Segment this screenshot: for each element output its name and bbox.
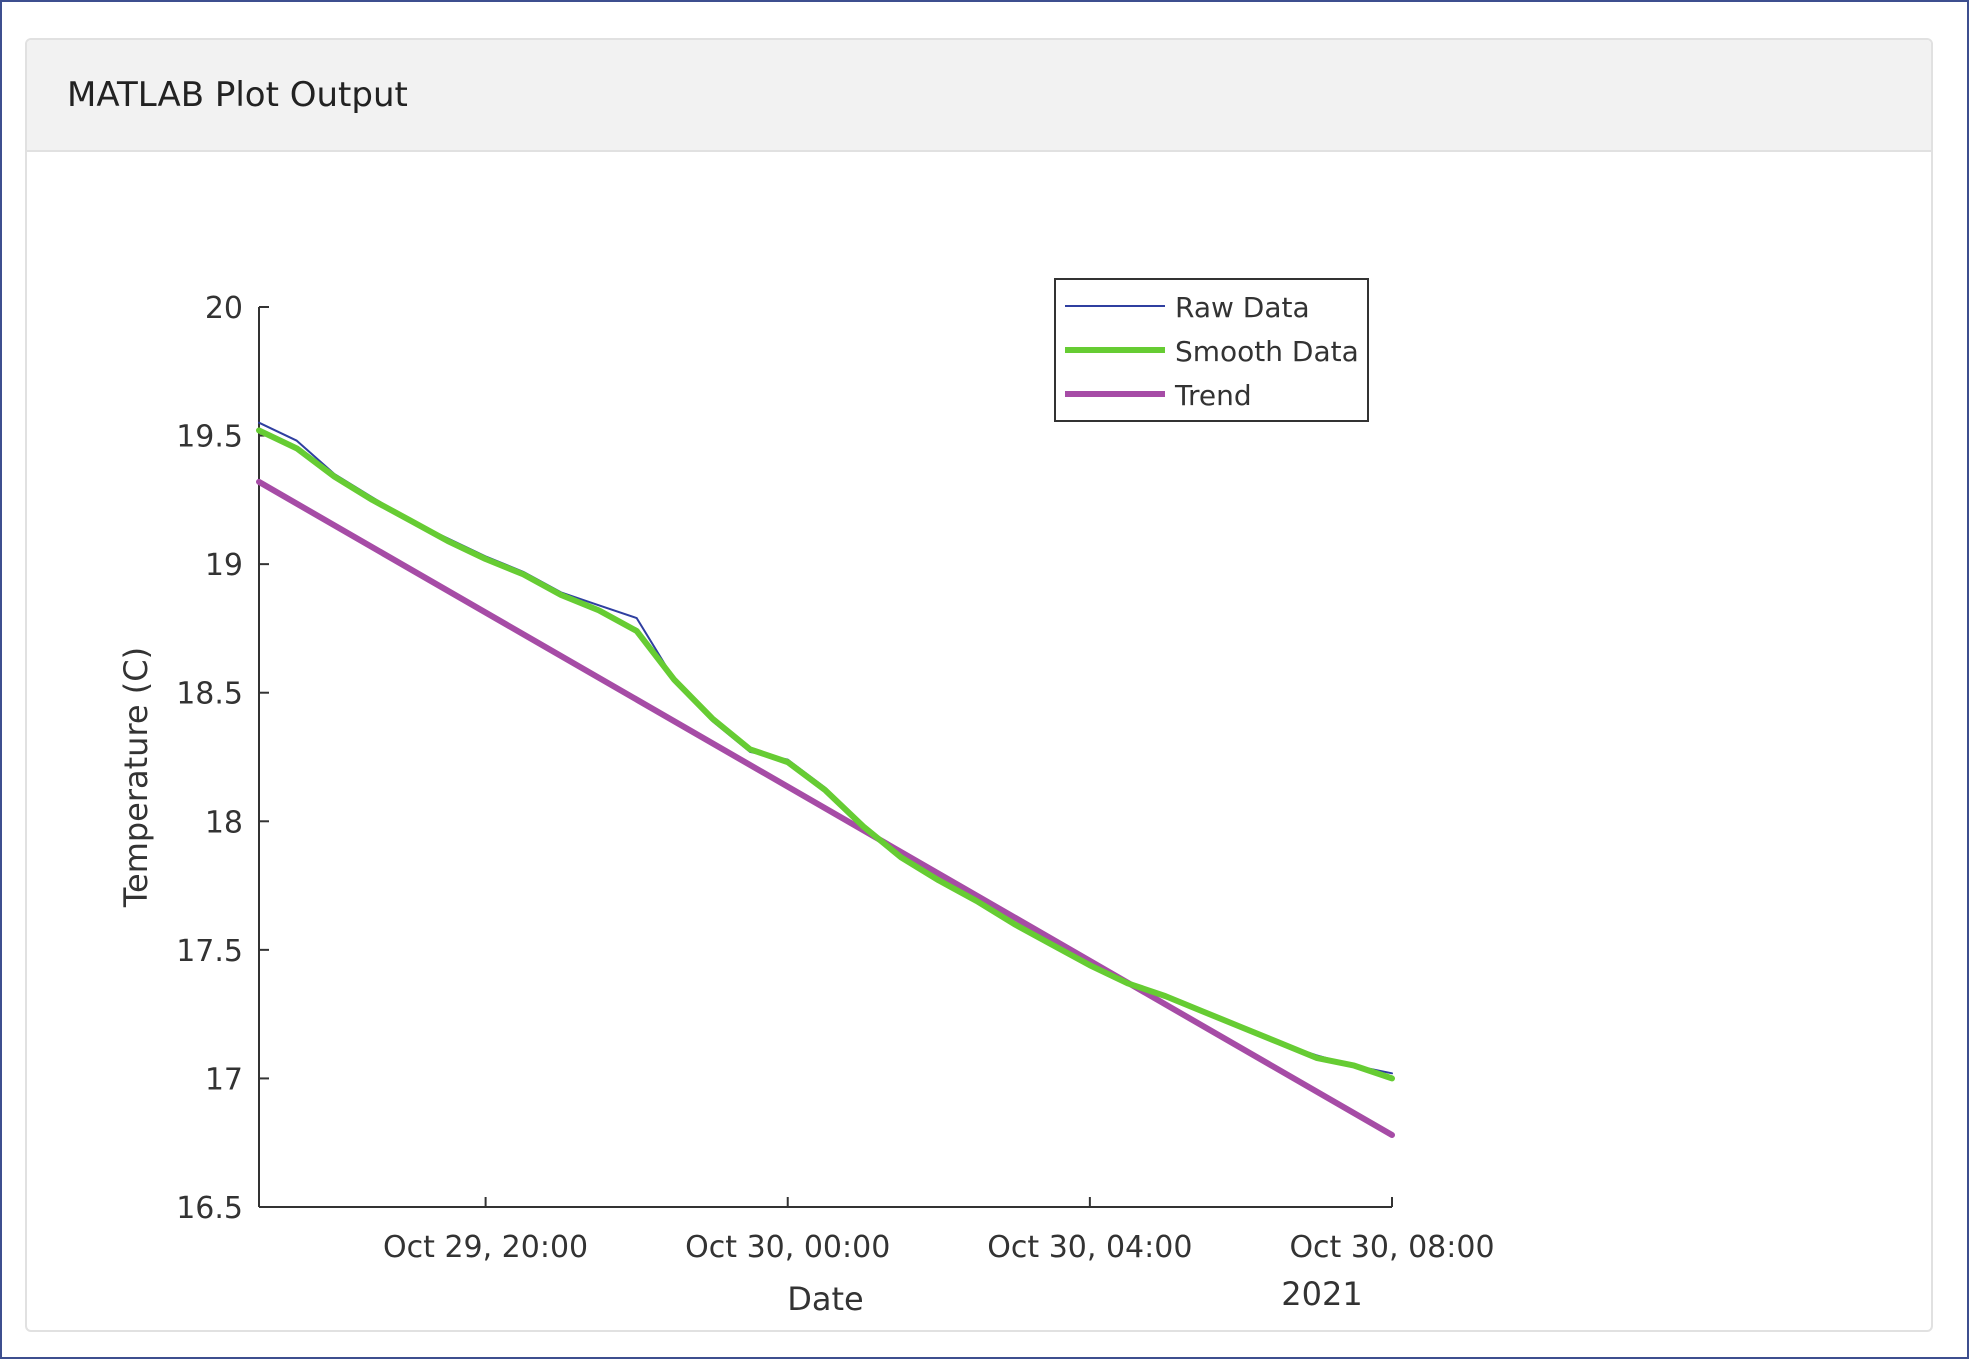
y-axis-label: Temperature (C) (117, 647, 155, 908)
x-axis-year-label: 2021 (1281, 1275, 1362, 1313)
x-tick-label: Oct 30, 04:00 (987, 1230, 1192, 1265)
y-tick-label: 19 (205, 548, 243, 583)
x-tick-label: Oct 29, 20:00 (383, 1230, 588, 1265)
y-tick-label: 20 (205, 291, 243, 326)
legend-label: Smooth Data (1175, 335, 1359, 368)
series-line-smooth-data (256, 427, 1395, 1082)
plot-panel: MATLAB Plot Output 16.5 17 17.5 18 18.5 19 19.… (25, 38, 1933, 1332)
axes (258, 307, 1392, 1208)
series-layer (256, 421, 1395, 1138)
y-tick-label: 16.5 (176, 1191, 243, 1226)
legend-label: Trend (1174, 379, 1252, 412)
y-tick-label: 19.5 (176, 420, 243, 455)
plot-area: 16.5 17 17.5 18 18.5 19 19.5 20 Oct 29, 20:00 Oc… (27, 152, 1931, 1328)
x-tick-label: Oct 30, 08:00 (1289, 1230, 1494, 1265)
x-ticks: Oct 29, 20:00 Oct 30, 00:00 Oct 30, 04:00 O… (383, 1197, 1495, 1265)
panel-title: MATLAB Plot Output (67, 75, 408, 115)
series-line-trend (256, 478, 1395, 1138)
y-tick-label: 18.5 (176, 677, 243, 712)
y-ticks: 16.5 17 17.5 18 18.5 19 19.5 20 (176, 291, 269, 1226)
y-tick-label: 18 (205, 805, 243, 840)
x-axis-label: Date (787, 1280, 863, 1318)
series-line-raw-data (258, 421, 1393, 1075)
legend: Raw Data Smooth Data Trend (1054, 278, 1369, 422)
y-tick-label: 17 (205, 1062, 243, 1097)
y-tick-label: 17.5 (176, 934, 243, 969)
legend-label: Raw Data (1175, 291, 1310, 324)
panel-header: MATLAB Plot Output (27, 40, 1931, 152)
x-tick-label: Oct 30, 00:00 (685, 1230, 890, 1265)
